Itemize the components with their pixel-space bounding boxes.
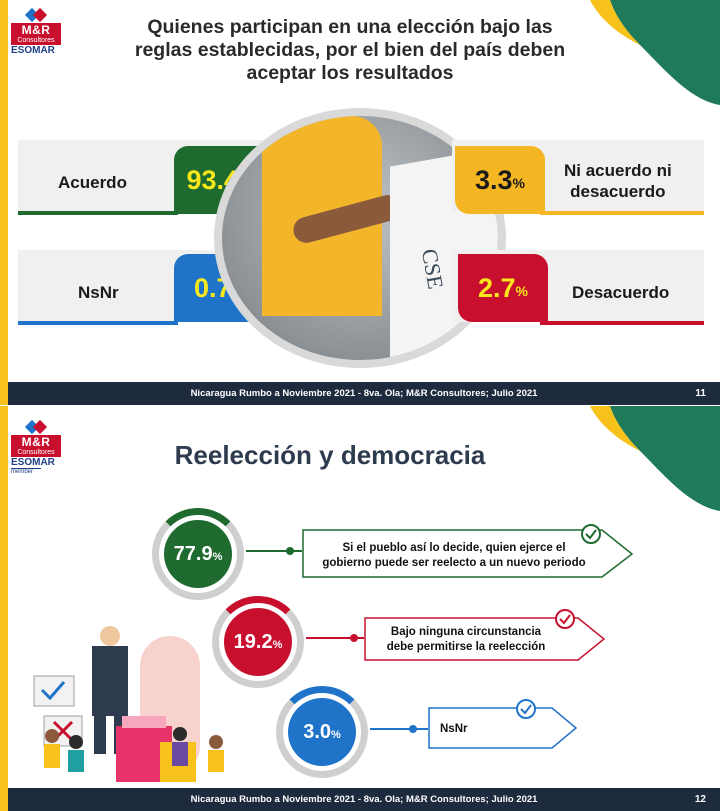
result-value-ni-acuerdo: 3.3% <box>455 146 545 214</box>
mr-consultores-logo: M&R Consultores ESOMAR member <box>11 419 61 476</box>
footer-source: Nicaragua Rumbo a Noviembre 2021 - 8va. … <box>190 794 538 805</box>
result-label-line: Ni acuerdo ni <box>564 161 672 180</box>
check-circle-icon <box>516 699 536 719</box>
statement-arrow-box <box>302 529 634 578</box>
result-label: NsNr <box>78 283 119 302</box>
slide-12: M&R Consultores ESOMAR member Reelección… <box>0 406 720 811</box>
check-circle-icon <box>581 524 601 544</box>
slide-title: Quienes participan en una elección bajo … <box>70 16 630 85</box>
percent-unit: % <box>272 638 283 651</box>
band-stripe <box>540 321 704 325</box>
green-corner-shape <box>590 0 720 105</box>
slide-title: Reelección y democracia <box>174 440 486 470</box>
title-line: reglas establecidas, por el bien del paí… <box>134 39 566 61</box>
result-number: 2.7 <box>478 272 516 303</box>
slide-11: M&R Consultores ESOMAR Quienes participa… <box>0 0 720 405</box>
logo-esomar: ESOMAR <box>11 45 55 56</box>
page-number: 11 <box>695 388 706 399</box>
mr-consultores-logo: M&R Consultores ESOMAR <box>11 7 61 56</box>
green-corner-shape <box>590 406 720 511</box>
logo-sub: Consultores <box>11 37 61 45</box>
result-unit: % <box>515 283 528 299</box>
logo-sub: Consultores <box>11 449 61 457</box>
band-stripe <box>18 321 178 325</box>
connector-lines <box>246 547 428 733</box>
result-unit: % <box>512 175 525 191</box>
statement-line: debe permitirse la reelección <box>386 641 546 653</box>
result-number: 3.3 <box>475 164 513 195</box>
logo-brand: M&R <box>11 23 61 37</box>
percent-unit: % <box>212 550 223 563</box>
voting-photo: CSE <box>214 108 506 368</box>
title-line: Quienes participan en una elección bajo … <box>147 16 553 38</box>
percent-unit: % <box>331 728 341 741</box>
percent-ring-nsnr: 3.0% <box>276 686 368 778</box>
result-label: Acuerdo <box>58 173 127 192</box>
percent-ring-fill: 3.0% <box>288 698 356 766</box>
footer-source: Nicaragua Rumbo a Noviembre 2021 - 8va. … <box>190 388 538 399</box>
result-label: Ni acuerdo ni desacuerdo <box>564 160 672 202</box>
percent-number: 19.2 <box>233 630 273 653</box>
logo-brand: M&R <box>11 435 61 449</box>
statement-line: gobierno puede ser reelecto a un nuevo p… <box>322 557 586 569</box>
band-stripe <box>540 211 704 215</box>
page-number: 12 <box>694 794 706 805</box>
statement-text: Si el pueblo así lo decide, quien ejerce… <box>306 541 602 571</box>
percent-ring-fill: 77.9% <box>164 520 232 588</box>
logo-mark-icon <box>24 7 48 23</box>
statement-line: Si el pueblo así lo decide, quien ejerce… <box>342 542 566 554</box>
yellow-edge-bar <box>0 406 8 811</box>
title-line: aceptar los resultados <box>246 62 454 84</box>
statement-text: NsNr <box>440 723 468 735</box>
slide-footer: Nicaragua Rumbo a Noviembre 2021 - 8va. … <box>8 382 720 405</box>
statement-line: Bajo ninguna circunstancia <box>390 626 542 638</box>
logo-esomar: ESOMAR <box>11 457 55 468</box>
statement-text: Bajo ninguna circunstancia debe permitir… <box>366 625 566 655</box>
percent-ring-fill: 19.2% <box>224 608 292 676</box>
percent-ring-reelection-yes: 77.9% <box>152 508 244 600</box>
yellow-edge-bar <box>0 0 8 405</box>
result-value-desacuerdo: 2.7% <box>458 254 548 322</box>
check-circle-icon <box>555 609 575 629</box>
statement-arrow-box <box>364 617 606 661</box>
result-label: Desacuerdo <box>572 283 670 302</box>
result-label-line: desacuerdo <box>570 182 666 201</box>
percent-number: 77.9 <box>173 542 213 565</box>
percent-number: 3.0 <box>303 720 332 743</box>
logo-member: member <box>11 468 41 476</box>
band-stripe <box>18 211 178 215</box>
slide-footer: Nicaragua Rumbo a Noviembre 2021 - 8va. … <box>8 788 720 811</box>
percent-ring-reelection-no: 19.2% <box>212 596 304 688</box>
election-illustration <box>33 626 224 782</box>
